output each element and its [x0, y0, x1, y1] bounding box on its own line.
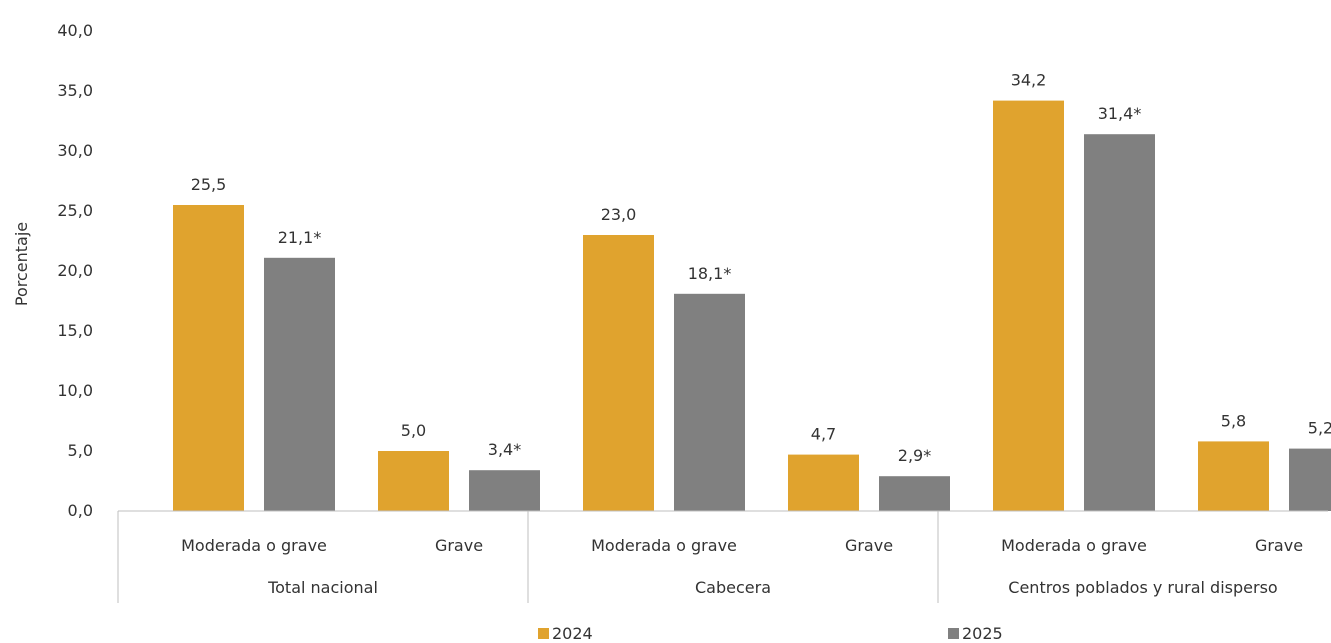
bar-2025 [1084, 134, 1155, 511]
legend-swatch-2025 [948, 628, 959, 639]
data-label: 21,1* [278, 228, 322, 247]
legend-label: 2024 [552, 624, 593, 643]
y-tick-label: 10,0 [57, 381, 93, 400]
data-label: 31,4* [1098, 104, 1142, 123]
data-label: 5,8 [1221, 411, 1246, 430]
data-label: 4,7 [811, 425, 836, 444]
y-tick-label: 20,0 [57, 261, 93, 280]
data-label: 23,0 [601, 205, 637, 224]
y-axis-title: Porcentaje [12, 222, 31, 306]
y-tick-label: 35,0 [57, 81, 93, 100]
y-tick-label: 15,0 [57, 321, 93, 340]
x-subcategory-label: Moderada o grave [1001, 536, 1147, 555]
bar-2024 [583, 235, 654, 511]
bar-2025 [1289, 448, 1331, 511]
bar-2024 [378, 451, 449, 511]
bar-2025 [879, 476, 950, 511]
data-label: 2,9* [898, 446, 931, 465]
data-label: 5,2* [1308, 419, 1331, 438]
x-group-label: Total nacional [267, 578, 378, 597]
data-labels: 25,5 5,0 23,0 4,7 34,2 5,8 21,1* 3,4* 18,1* 2,9* 3… [191, 71, 1331, 466]
legend: 2024 2025 [538, 624, 1003, 643]
x-subcategory-label: Moderada o grave [181, 536, 327, 555]
data-label: 34,2 [1011, 71, 1047, 90]
x-group-label: Centros poblados y rural disperso [1008, 578, 1277, 597]
data-label: 3,4* [488, 440, 521, 459]
legend-swatch-2024 [538, 628, 549, 639]
bars [173, 100, 1331, 511]
bar-2024 [1198, 441, 1269, 511]
data-label: 25,5 [191, 175, 227, 194]
y-tick-label: 0,0 [68, 501, 93, 520]
data-label: 5,0 [401, 421, 426, 440]
y-tick-label: 30,0 [57, 141, 93, 160]
y-tick-label: 25,0 [57, 201, 93, 220]
x-subcategory-label: Grave [1255, 536, 1303, 555]
bar-2025 [264, 257, 335, 511]
y-axis-ticks: 0,0 5,0 10,0 15,0 20,0 25,0 30,0 35,0 40,0 [57, 21, 93, 520]
bar-2025 [469, 470, 540, 511]
bar-2024 [788, 454, 859, 511]
bar-2024 [173, 205, 244, 511]
x-subcategory-label: Grave [435, 536, 483, 555]
y-tick-label: 5,0 [68, 441, 93, 460]
data-label: 18,1* [688, 264, 732, 283]
x-group-label: Cabecera [695, 578, 771, 597]
x-axis-categories: Moderada o grave Grave Total nacional Moder… [117, 511, 1303, 603]
bar-2024 [993, 100, 1064, 511]
bar-2025 [674, 293, 745, 511]
y-tick-label: 40,0 [57, 21, 93, 40]
x-subcategory-label: Moderada o grave [591, 536, 737, 555]
legend-label: 2025 [962, 624, 1003, 643]
x-subcategory-label: Grave [845, 536, 893, 555]
